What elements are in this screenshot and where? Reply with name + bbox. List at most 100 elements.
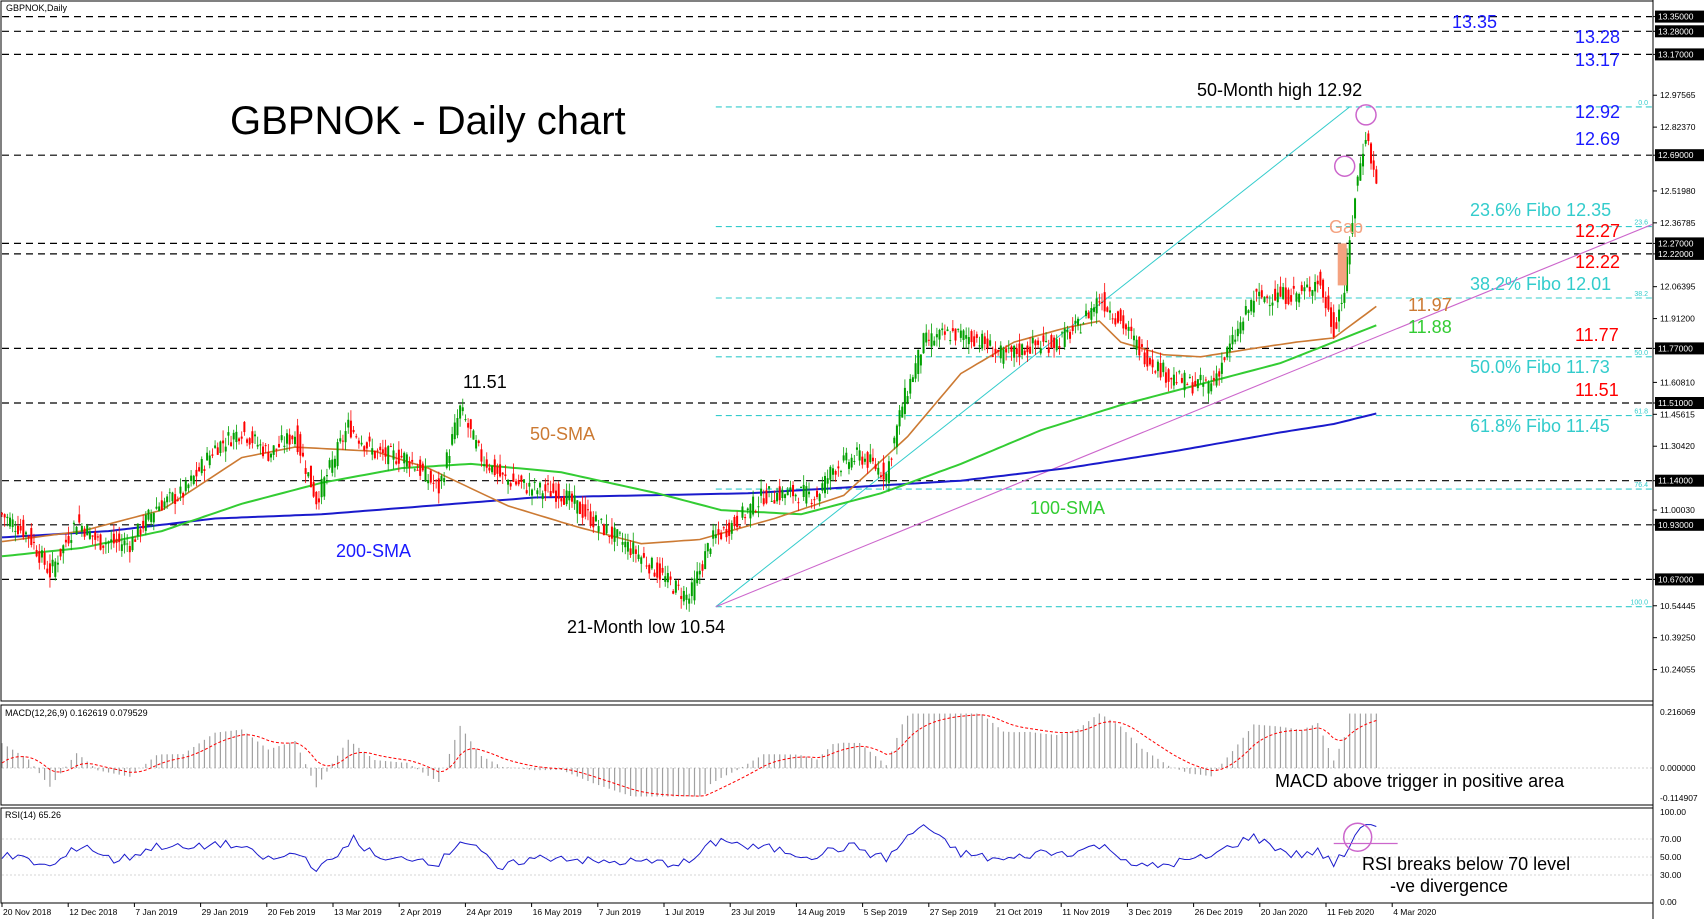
prior-high-circle: [1333, 155, 1356, 177]
price-tick-label: 10.54445: [1660, 601, 1696, 611]
candle-body: [903, 387, 906, 414]
candle-body: [1346, 256, 1349, 292]
candle-body: [1146, 350, 1149, 367]
candle-body: [669, 576, 672, 580]
candle-body: [1010, 346, 1013, 352]
price-tick-label: 12.97565: [1660, 90, 1696, 100]
candle-body: [1354, 198, 1357, 219]
candle-body: [704, 551, 707, 570]
candle-body: [744, 517, 747, 519]
candle-body: [469, 419, 472, 430]
sma100-line: [1, 324, 1377, 558]
candle-body: [1021, 344, 1024, 355]
candle-body: [949, 340, 952, 342]
candle-body: [642, 553, 645, 558]
macd-annotation: MACD above trigger in positive area: [1275, 771, 1565, 791]
candle-body: [1303, 287, 1306, 292]
candle-body: [248, 438, 251, 445]
price-tick-label: 11.30420: [1660, 441, 1695, 451]
candle-body: [1167, 369, 1170, 382]
candle-body: [16, 525, 19, 535]
candle-body: [698, 570, 701, 575]
price-tag-bg: [1655, 247, 1704, 260]
fibo-38-2-label: 38.2% Fibo 12.01: [1470, 274, 1611, 294]
candle-body: [983, 336, 986, 344]
candle-body: [869, 454, 872, 463]
candle-body: [991, 355, 994, 357]
candle-body: [794, 494, 797, 497]
candle-body: [355, 436, 358, 438]
date-label: 23 Jul 2019: [731, 907, 775, 917]
candle-body: [757, 506, 760, 508]
candle-body: [459, 405, 462, 419]
candle-body: [341, 440, 344, 442]
candle-body: [363, 446, 366, 451]
candle-body: [792, 485, 795, 497]
candle-body: [214, 445, 217, 448]
candle-body: [1143, 352, 1146, 365]
candle-body: [808, 491, 811, 495]
candle-body: [1148, 358, 1151, 365]
candle-body: [190, 475, 193, 482]
candle-body: [139, 529, 142, 535]
candle-body: [155, 506, 158, 509]
candle-body: [1023, 350, 1026, 355]
candle-body: [200, 459, 203, 474]
candle-body: [493, 459, 496, 476]
candle-body: [1207, 382, 1210, 394]
candle-body: [70, 540, 73, 543]
candle-body: [323, 477, 326, 497]
candle-body: [1031, 337, 1034, 344]
candle-body: [1210, 383, 1213, 392]
sma200-label: 200-SMA: [336, 541, 411, 561]
level-13-17: 13.17: [1575, 50, 1620, 70]
candle-body: [781, 489, 784, 499]
candle-body: [472, 430, 475, 440]
date-label: 29 Jan 2019: [202, 907, 249, 917]
candle-body: [195, 469, 198, 477]
candle-body: [440, 475, 443, 481]
price-tag-label: 10.93000: [1658, 520, 1694, 530]
symbol-label: GBPNOK,Daily: [6, 3, 68, 13]
candle-body: [413, 469, 416, 471]
candle-body: [336, 442, 339, 467]
peak-11-51-label: 11.51: [463, 372, 507, 392]
candle-body: [368, 436, 371, 442]
candle-body: [408, 461, 411, 468]
candle-body: [536, 490, 539, 495]
candle-body: [62, 545, 65, 554]
candle-body: [219, 441, 222, 453]
candle-body: [925, 332, 928, 343]
candle-body: [1196, 379, 1199, 389]
candle-body: [648, 564, 651, 574]
candle-body: [389, 446, 392, 448]
candle-body: [392, 450, 395, 460]
level-12-27: 12.27: [1575, 221, 1620, 241]
candle-body: [1362, 153, 1365, 167]
price-tag-bg: [1655, 237, 1704, 250]
candle-body: [613, 527, 616, 542]
candle-body: [967, 337, 970, 345]
gap-rectangle: [1337, 243, 1347, 286]
candle-body: [1351, 223, 1354, 234]
candle-body: [1002, 349, 1005, 364]
candle-body: [427, 480, 430, 484]
candle-body: [40, 550, 43, 558]
candle-body: [352, 429, 355, 433]
candle-body: [94, 531, 97, 540]
candle-body: [586, 509, 589, 511]
candle-body: [861, 456, 864, 465]
candle-body: [67, 536, 70, 544]
candle-body: [610, 526, 613, 539]
candle-body: [736, 515, 739, 528]
candle-body: [78, 514, 81, 523]
candle-body: [1, 513, 3, 515]
candle-body: [176, 499, 179, 501]
candle-body: [267, 451, 270, 461]
candle-body: [51, 559, 54, 567]
candle-body: [879, 475, 882, 478]
candle-body: [1188, 376, 1191, 378]
candle-body: [456, 418, 459, 436]
candle-body: [965, 335, 968, 339]
